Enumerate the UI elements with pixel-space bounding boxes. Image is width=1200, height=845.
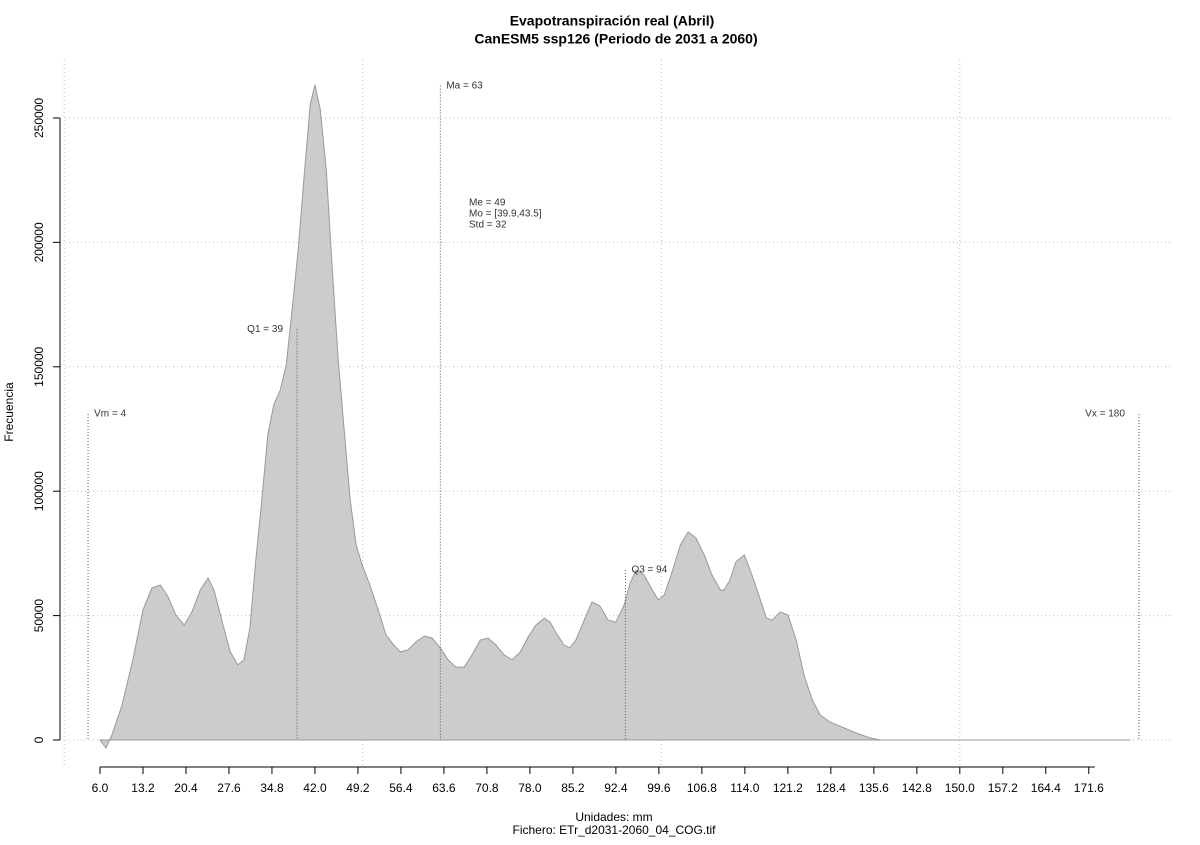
caption: Fichero: ETr_d2031-2060_04_COG.tif [513,823,717,837]
x-tick-label: 142.8 [902,781,932,795]
x-tick-label: 78.0 [518,781,542,795]
x-tick-label: 34.8 [260,781,284,795]
y-tick-label: 150000 [32,346,46,386]
chart-subtitle: CanESM5 ssp126 (Periodo de 2031 a 2060) [474,31,757,47]
y-tick-label: 50000 [32,599,46,633]
x-tick-label: 6.0 [92,781,109,795]
x-tick-label: 128.4 [816,781,846,795]
x-tick-label: 121.2 [773,781,803,795]
x-tick-label: 106.8 [687,781,717,795]
x-tick-label: 114.0 [730,781,759,795]
chart-title: Evapotranspiración real (Abril) [510,13,715,29]
x-tick-label: 171.6 [1074,781,1104,795]
stat-label: Ma = 63 [446,80,483,91]
x-tick-label: 85.2 [561,781,585,795]
x-tick-label: 150.0 [945,781,975,795]
y-tick-label: 250000 [32,98,46,138]
x-tick-label: 135.6 [859,781,889,795]
x-tick-label: 99.6 [647,781,671,795]
x-tick-label: 157.2 [988,781,1018,795]
x-tick-label: 49.2 [346,781,370,795]
stat-label: Q3 = 94 [631,565,667,576]
x-tick-label: 164.4 [1031,781,1061,795]
x-tick-label: 70.8 [475,781,499,795]
x-tick-label: 92.4 [604,781,628,795]
stat-label: Vm = 4 [94,409,126,420]
stat-label: Vx = 180 [1085,409,1125,420]
x-tick-label: 13.2 [131,781,155,795]
stat-text: Mo = [39.9,43.5] [469,209,542,220]
x-axis-label: Unidades: mm [575,810,652,824]
y-axis-label: Frecuencia [2,382,16,442]
y-tick-label: 100000 [32,471,46,511]
x-tick-label: 20.4 [174,781,198,795]
x-tick-label: 63.6 [432,781,456,795]
y-tick-label: 0 [32,736,46,743]
density-area [98,84,1132,749]
y-tick-label: 200000 [32,222,46,262]
stat-text: Me = 49 [469,198,506,209]
x-tick-label: 42.0 [303,781,327,795]
stat-text: Std = 32 [469,220,507,231]
x-tick-label: 56.4 [389,781,413,795]
x-tick-label: 27.6 [217,781,241,795]
stat-label: Q1 = 39 [247,324,283,335]
